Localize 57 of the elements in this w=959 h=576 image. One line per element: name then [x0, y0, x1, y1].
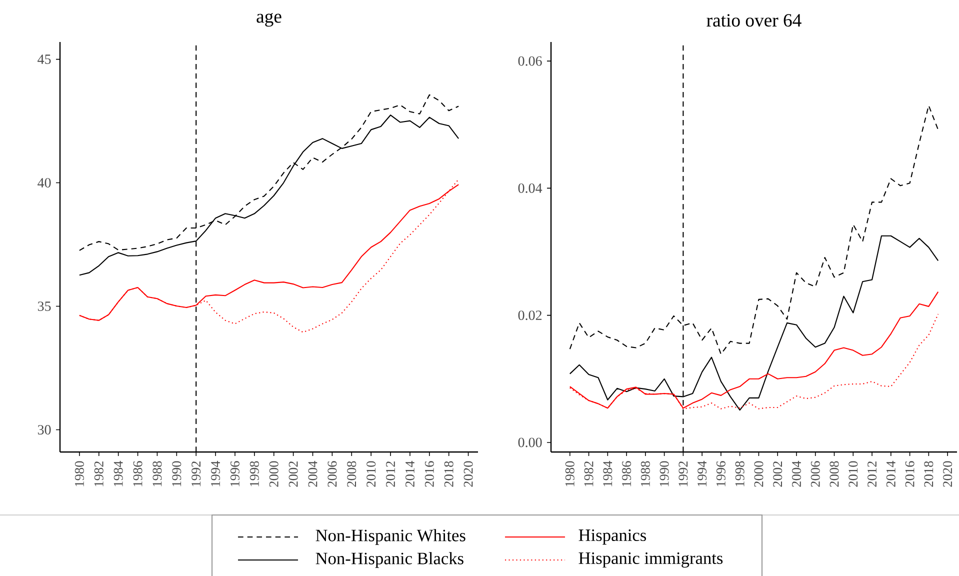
x-tick-label: 1992 — [192, 461, 201, 486]
x-tick-label: 1998 — [250, 461, 259, 486]
x-tick-label: 1982 — [584, 461, 594, 486]
legend-label: Hispanic immigrants — [578, 552, 723, 568]
y-tick-label: 30 — [38, 425, 51, 435]
x-tick-label: 2012 — [386, 461, 396, 487]
chart-title: ratio over 64 — [706, 14, 802, 27]
x-tick-label: 1994 — [211, 460, 220, 486]
x-tick-label: 1994 — [698, 460, 707, 486]
x-tick-label: 2006 — [810, 461, 820, 487]
x-tick-label: 2004 — [792, 460, 801, 487]
x-tick-label: 1990 — [172, 461, 182, 486]
y-tick-label: 0.02 — [518, 310, 542, 320]
x-tick-label: 2014 — [405, 460, 414, 487]
x-tick-label: 2004 — [308, 460, 318, 487]
y-tick-label: 0.00 — [518, 438, 542, 448]
x-tick-label: 1986 — [133, 461, 142, 486]
legend-label: Non-Hispanic Blacks — [316, 552, 464, 568]
x-tick-label: 1996 — [716, 461, 726, 486]
x-tick-label: 2010 — [848, 461, 858, 487]
legend-label: Hispanics — [578, 529, 646, 545]
x-tick-label: 2020 — [943, 461, 952, 487]
x-tick-label: 2010 — [366, 461, 376, 487]
legend-label: Non-Hispanic Whites — [316, 529, 466, 545]
x-tick-label: 2020 — [464, 461, 473, 487]
y-tick-label: 0.04 — [518, 183, 542, 193]
x-tick-label: 2002 — [288, 461, 298, 487]
x-tick-label: 1992 — [678, 461, 688, 486]
x-tick-label: 2018 — [924, 461, 934, 487]
x-tick-label: 1980 — [74, 461, 84, 486]
chart-title: age — [256, 13, 282, 27]
x-tick-label: 1988 — [640, 461, 650, 486]
line-series — [569, 105, 939, 355]
x-tick-label: 2002 — [773, 461, 782, 487]
x-tick-label: 2008 — [347, 461, 356, 487]
x-tick-label: 2014 — [886, 460, 896, 487]
x-tick-label: 1982 — [94, 461, 104, 486]
x-tick-label: 1986 — [622, 461, 632, 486]
x-tick-label: 2006 — [328, 461, 337, 487]
y-tick-label: 0.06 — [518, 56, 542, 66]
x-tick-label: 2012 — [868, 461, 877, 487]
x-tick-label: 1988 — [152, 461, 162, 486]
x-tick-label: 2016 — [424, 461, 434, 487]
x-tick-label: 1996 — [230, 461, 240, 486]
x-tick-label: 2016 — [905, 461, 914, 487]
x-tick-label: 2000 — [269, 461, 278, 487]
x-tick-label: 1990 — [660, 461, 669, 486]
y-tick-label: 45 — [38, 54, 51, 64]
x-tick-label: 1984 — [603, 460, 612, 486]
x-tick-label: 1980 — [565, 461, 574, 486]
y-tick-label: 40 — [38, 178, 51, 188]
y-tick-label: 35 — [38, 302, 51, 311]
x-tick-label: 2008 — [830, 461, 839, 487]
x-tick-label: 2000 — [754, 461, 764, 487]
x-tick-label: 1998 — [735, 461, 744, 486]
x-tick-label: 2018 — [444, 461, 454, 487]
x-tick-label: 1984 — [114, 460, 123, 486]
